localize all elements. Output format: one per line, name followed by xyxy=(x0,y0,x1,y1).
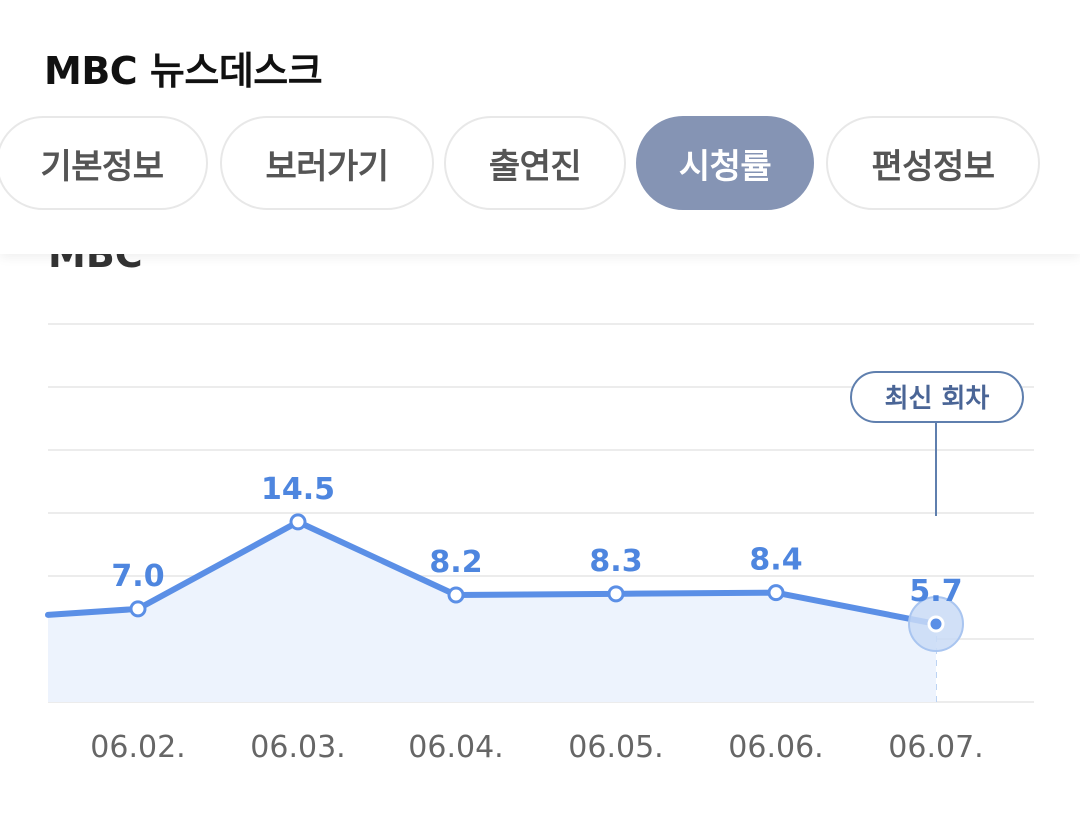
latest-callout-badge xyxy=(850,371,1024,423)
latest-callout-text: 최신 회차 xyxy=(885,384,990,414)
data-point[interactable] xyxy=(607,585,625,603)
value-label: 14.5 xyxy=(261,472,335,507)
x-tick-label: 06.04. xyxy=(408,730,503,765)
x-tick-label: 06.07. xyxy=(888,730,983,765)
x-tick-label: 06.03. xyxy=(250,730,345,765)
tab-basic-info[interactable]: 기본정보 xyxy=(0,116,208,210)
data-point[interactable] xyxy=(927,615,945,633)
x-tick-label: 06.06. xyxy=(728,730,823,765)
ratings-area xyxy=(48,521,936,702)
tab-watch[interactable]: 보러가기 xyxy=(220,116,434,210)
value-label: 8.4 xyxy=(749,543,802,578)
data-point[interactable] xyxy=(767,584,785,602)
header: MBC 뉴스데스크 기본정보 보러가기 출연진 시청률 편성정보 xyxy=(0,0,1080,254)
tab-schedule[interactable]: 편성정보 xyxy=(826,116,1040,210)
value-label: 7.0 xyxy=(111,559,164,594)
data-point[interactable] xyxy=(447,586,465,604)
tab-bar: 기본정보 보러가기 출연진 시청률 편성정보 xyxy=(0,116,1080,212)
value-label: 5.7 xyxy=(909,574,962,609)
page-title: MBC 뉴스데스크 xyxy=(44,49,323,93)
x-tick-label: 06.05. xyxy=(568,730,663,765)
value-label: 8.2 xyxy=(429,545,482,580)
tab-ratings[interactable]: 시청률 xyxy=(636,116,814,210)
x-tick-label: 06.02. xyxy=(90,730,185,765)
data-point[interactable] xyxy=(289,513,307,531)
tab-cast[interactable]: 출연진 xyxy=(444,116,626,210)
data-point[interactable] xyxy=(129,600,147,618)
value-label: 8.3 xyxy=(589,544,642,579)
